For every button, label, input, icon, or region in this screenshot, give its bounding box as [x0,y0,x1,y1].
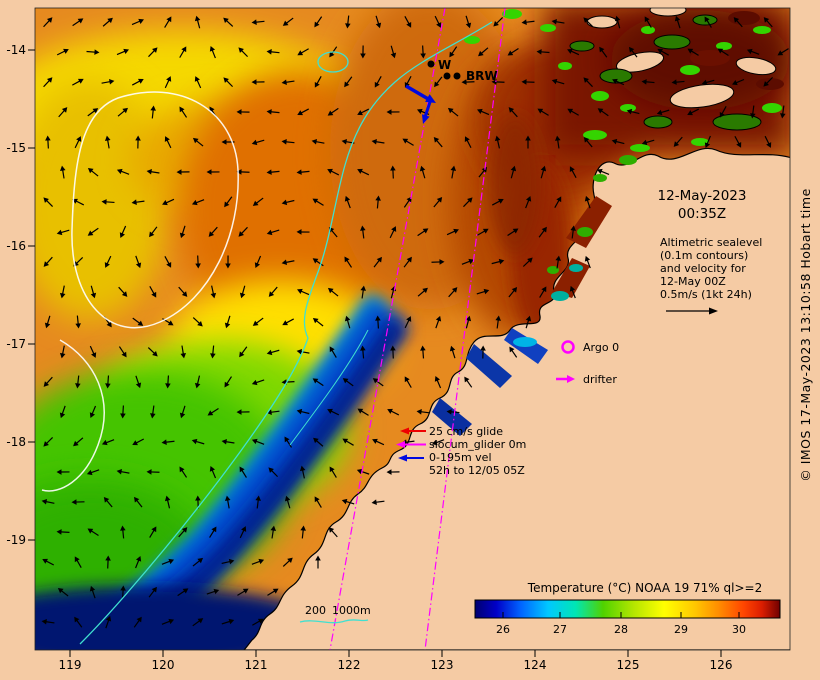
cloud-speckles [464,9,782,152]
y-tick-18: -18 [6,435,26,449]
velocity-scale-arrow [709,307,718,315]
glider-legend-line4: 52h to 12/05 05Z [429,464,525,477]
svg-text:12-May 00Z: 12-May 00Z [660,275,726,288]
colorbar-tick-29: 29 [674,623,688,636]
glider-track-vectors [405,84,436,124]
sealevel-contours [41,91,239,492]
altimetry-note: Altimetric sealevel (0.1m contours) and … [660,236,762,315]
x-tick-124: 124 [524,658,547,672]
y-tick-17: -17 [6,337,26,351]
x-tick-120: 120 [152,658,175,672]
y-tick-14: -14 [6,43,26,57]
glider-red-arrow [400,427,409,435]
velocity-arrow-field [41,15,789,629]
depth-contour-label: 200 1000m [299,604,371,624]
glider-legend-line1: 25 cm/s glide [429,425,503,438]
colorbar-tick-30: 30 [732,623,746,636]
map-canvas: W BRW Argo 0 drifter 25 cm/s glide slocu… [35,8,790,650]
isobath-contours [79,21,493,645]
coastline-land [243,147,790,650]
svg-text:(0.1m contours): (0.1m contours) [660,249,748,262]
glider-legend-line2: slocum_glider 0m [429,438,526,451]
x-tick-121: 121 [245,658,268,672]
mooring-w-label: W [438,58,451,72]
mooring-w-dot [427,60,435,68]
x-tick-123: 123 [431,658,454,672]
mooring-brw-label: BRW [466,69,498,83]
x-tick-122: 122 [338,658,361,672]
x-axis: 119 120 121 122 123 124 125 126 [59,650,733,672]
y-tick-16: -16 [6,239,26,253]
colorbar-gradient [474,599,781,619]
drifter-marker [556,375,575,383]
datetime-label-line1: 12-May-2023 [658,188,747,204]
argo-label: Argo 0 [583,341,619,354]
y-axis: -14 -15 -16 -17 -18 -19 [6,43,35,547]
colorbar-title: Temperature (°C) NOAA 19 71% ql>=2 [527,581,762,595]
y-tick-15: -15 [6,141,26,155]
map-frame [34,7,791,651]
svg-text:200: 200 [305,604,326,617]
x-tick-126: 126 [710,658,733,672]
y-tick-19: -19 [6,533,26,547]
colorbar: Temperature (°C) NOAA 19 71% ql>=2 26 27… [474,581,781,636]
colorbar-tick-27: 27 [553,623,567,636]
colorbar-tick-26: 26 [496,623,510,636]
coastal-inlets [432,155,637,436]
mooring-brw-dot1 [443,72,451,80]
datetime-label-line2: 00:35Z [678,206,726,222]
x-tick-125: 125 [617,658,640,672]
svg-text:0.5m/s (1kt 24h): 0.5m/s (1kt 24h) [660,288,752,301]
glider-magenta-arrow [396,441,405,448]
svg-text:and velocity for: and velocity for [660,262,746,275]
drifter-label: drifter [583,373,617,386]
glider-blue-arrow [398,454,407,462]
mooring-brw-dot2 [453,72,461,80]
argo-float-marker [561,340,575,354]
mooring-markers: W BRW [427,58,498,83]
svg-text:1000m: 1000m [332,604,371,617]
svg-text:Altimetric sealevel: Altimetric sealevel [660,236,762,249]
x-tick-119: 119 [59,658,82,672]
glider-legend-line3: 0-195m vel [429,451,492,464]
glider-legend: 25 cm/s glide slocum_glider 0m 0-195m ve… [396,425,526,477]
archipelago-islands [464,8,784,152]
colorbar-tick-28: 28 [614,623,628,636]
imos-credit: © IMOS 17-May-2023 13:10:58 Hobart time [798,188,813,482]
